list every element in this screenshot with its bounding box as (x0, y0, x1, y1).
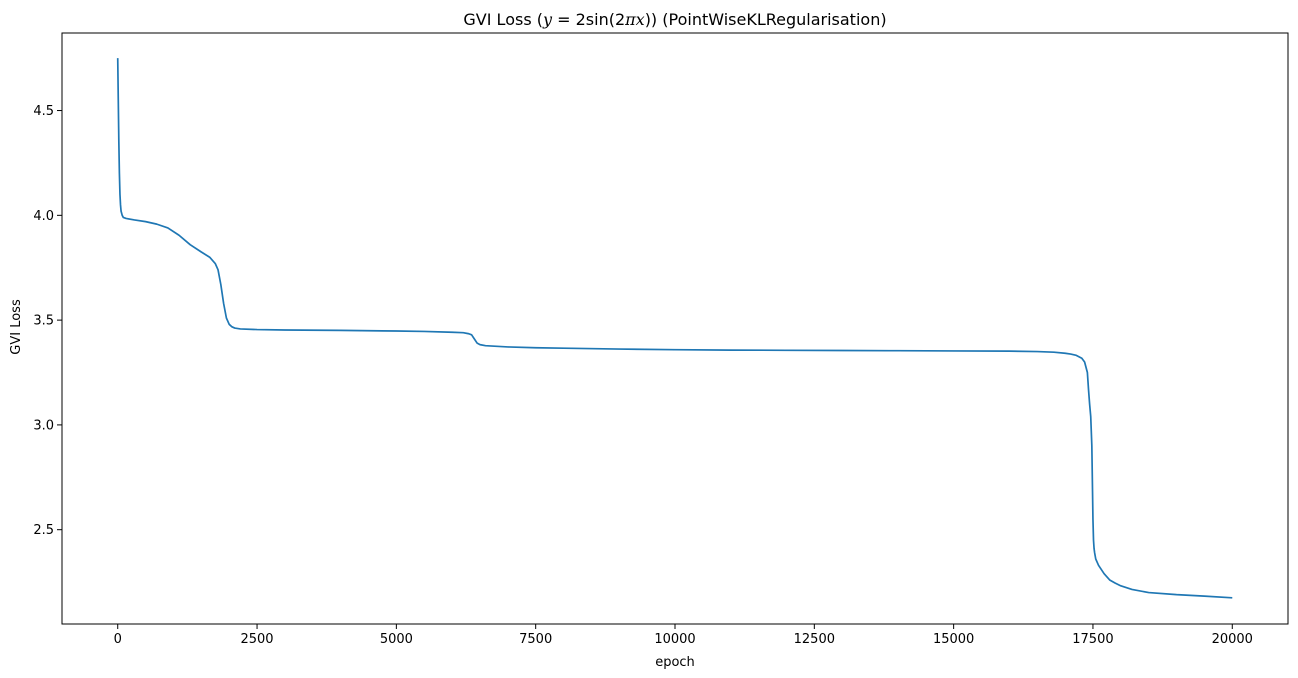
series-line (116, 58, 1233, 599)
x-tick-label: 15000 (933, 632, 974, 647)
y-tick-label: 3.5 (33, 314, 54, 329)
y-axis-label: GVI Loss (9, 299, 24, 355)
plot-area: 0 2500 5000 7500 10000 12500 15000 17500 20000 2.… (33, 32, 1289, 647)
x-tick-label: 5000 (380, 632, 413, 647)
x-tick-label: 10000 (654, 632, 695, 647)
chart-title: GVI Loss (y = 2sin(2πx)) (PointWiseKLReg… (463, 10, 886, 29)
x-tick-label: 17500 (1072, 632, 1113, 647)
y-tick-label: 4.5 (33, 104, 54, 119)
x-axis-label: epoch (655, 655, 695, 670)
y-tick-label: 2.5 (33, 523, 54, 538)
x-tick-label: 7500 (519, 632, 552, 647)
x-tick-label: 20000 (1212, 632, 1253, 647)
x-tick-label: 2500 (240, 632, 273, 647)
x-tick-label: 0 (114, 632, 122, 647)
y-tick-label: 4.0 (33, 209, 54, 224)
x-tick-label: 12500 (794, 632, 835, 647)
y-tick-label: 3.0 (33, 418, 54, 433)
